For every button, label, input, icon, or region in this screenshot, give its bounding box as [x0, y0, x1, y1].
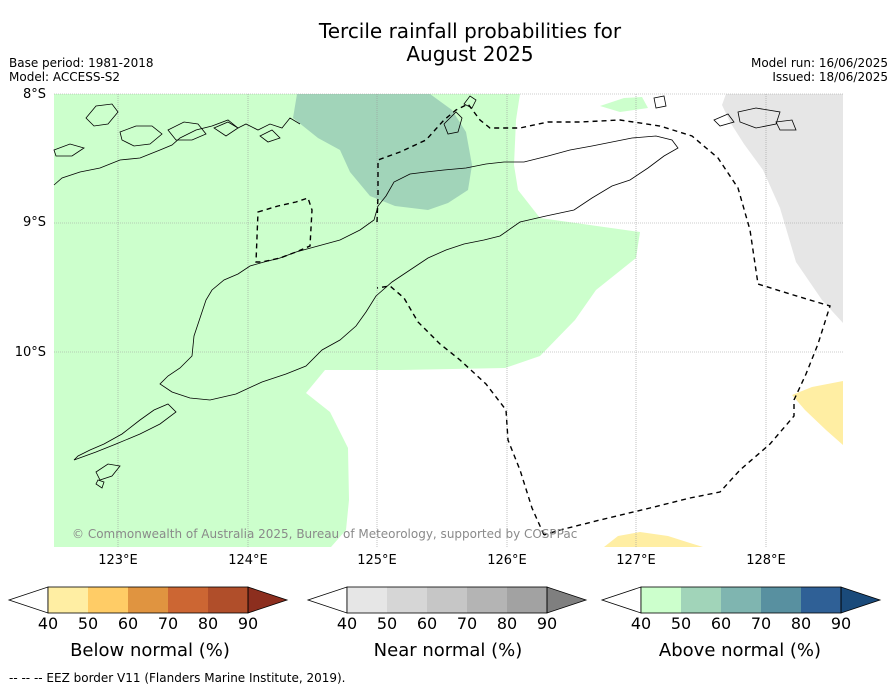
colorbar-below-normal [7, 586, 289, 614]
coast-rote [73, 403, 177, 461]
lon-label-128e: 128°E [746, 553, 786, 568]
meta-left: Base period: 1981-2018 Model: ACCESS-S2 [9, 56, 154, 84]
colorbar-extend-low [306, 586, 348, 614]
colorbar-segment [467, 587, 507, 613]
lat-label-10s: 10°S [14, 345, 46, 360]
coast-sumba-tip [95, 479, 105, 489]
lon-label-126e: 126°E [487, 553, 527, 568]
coast-wetar [653, 95, 667, 109]
eez-border-timor-leste [376, 103, 831, 536]
colorbar-segment [801, 587, 841, 613]
lon-label-127e: 127°E [616, 553, 656, 568]
coast-islands-5 [259, 129, 281, 143]
colorbar-outline [47, 586, 249, 614]
colorbar-segment [208, 587, 248, 613]
eez-footnote: -- -- -- EEZ border V11 (Flanders Marine… [9, 671, 346, 685]
coast-timor [159, 135, 679, 401]
lat-label-9s: 9°S [22, 215, 46, 230]
colorbar-tick-label: 60 [416, 614, 438, 633]
map-title-line2: August 2025 [406, 42, 534, 66]
colorbar-segment [761, 587, 801, 613]
copyright-notice: © Commonwealth of Australia 2025, Bureau… [72, 527, 578, 541]
coast-alor [443, 111, 463, 135]
issued-text: Issued: 18/06/2025 [772, 70, 888, 84]
colorbar-tick-label: 90 [830, 614, 852, 633]
colorbar-tick-label: 80 [197, 614, 219, 633]
lon-label-125e: 125°E [357, 553, 397, 568]
colorbar-tick-label: 80 [790, 614, 812, 633]
above-normal-40-50-region [54, 94, 640, 547]
colorbar-extend-high [840, 586, 882, 614]
colorbar-segment [721, 587, 761, 613]
colorbar-tick-label: 50 [376, 614, 398, 633]
colorbar-tick-label: 60 [117, 614, 139, 633]
colorbar-tick-label: 50 [77, 614, 99, 633]
base-period-text: Base period: 1981-2018 [9, 56, 154, 70]
above-normal-50-60-region [293, 94, 472, 210]
colorbar-tick-label: 80 [496, 614, 518, 633]
colorbar-outline [640, 586, 842, 614]
colorbar-segment [128, 587, 168, 613]
coast-lakor [775, 119, 797, 131]
coast-sumba-small [95, 463, 121, 481]
map-title-line1: Tercile rainfall probabilities for [318, 19, 622, 43]
coast-flores [53, 117, 301, 186]
eez-border-south [376, 285, 545, 536]
colorbar-near-label: Near normal (%) [373, 640, 523, 661]
below-normal-40-50-east [792, 381, 843, 445]
meta-right: Model run: 16/06/2025 Issued: 18/06/2025 [751, 56, 888, 84]
eez-border-oecusse [255, 197, 313, 263]
coast-leti [713, 113, 735, 127]
near-normal-40-50-region [722, 94, 843, 323]
colorbar-tick-label: 70 [750, 614, 772, 633]
colorbar-tick-label: 70 [157, 614, 179, 633]
colorbar-extend-high [546, 586, 588, 614]
colorbar-tick-label: 60 [710, 614, 732, 633]
colorbar-below-label: Below normal (%) [70, 640, 230, 661]
coast-islands-3 [167, 121, 207, 141]
colorbar-segment [48, 587, 88, 613]
colorbar-extend-low [7, 586, 49, 614]
eez-border [255, 103, 831, 536]
colorbar-near-normal [306, 586, 588, 614]
coast-islands-6 [53, 143, 85, 157]
coast-islands-2 [119, 125, 163, 147]
model-text: Model: ACCESS-S2 [9, 70, 121, 84]
colorbar-above-normal [600, 586, 882, 614]
lon-label-124e: 124°E [228, 553, 268, 568]
colorbar-segment [347, 587, 387, 613]
colorbar-segment [681, 587, 721, 613]
colorbar-segment [507, 587, 547, 613]
colorbar-tick-label: 40 [630, 614, 652, 633]
coast-islands-4 [213, 121, 239, 137]
colorbar-segment [641, 587, 681, 613]
below-normal-40-50-south [604, 532, 703, 547]
colorbar-segment [387, 587, 427, 613]
lon-label-123e: 123°E [98, 553, 138, 568]
colorbar-extend-high [247, 586, 289, 614]
model-run-text: Model run: 16/06/2025 [750, 56, 888, 70]
colorbar-tick-label: 50 [670, 614, 692, 633]
colorbar-segment [168, 587, 208, 613]
colorbar-segment [427, 587, 467, 613]
colorbar-tick-label: 70 [456, 614, 478, 633]
colorbar-tick-label: 90 [536, 614, 558, 633]
colorbar-tick-label: 40 [336, 614, 358, 633]
graticule [54, 93, 843, 547]
coast-moa [737, 107, 781, 129]
coast-islands-1 [85, 103, 119, 127]
colorbar-outline [346, 586, 548, 614]
lat-label-8s: 8°S [22, 87, 46, 102]
colorbar-tick-label: 40 [37, 614, 59, 633]
colorbar-above-label: Above normal (%) [658, 640, 822, 661]
colorbar-tick-label: 90 [237, 614, 259, 633]
coastlines [53, 95, 797, 489]
colorbar-segment [88, 587, 128, 613]
colorbar-extend-low [600, 586, 642, 614]
